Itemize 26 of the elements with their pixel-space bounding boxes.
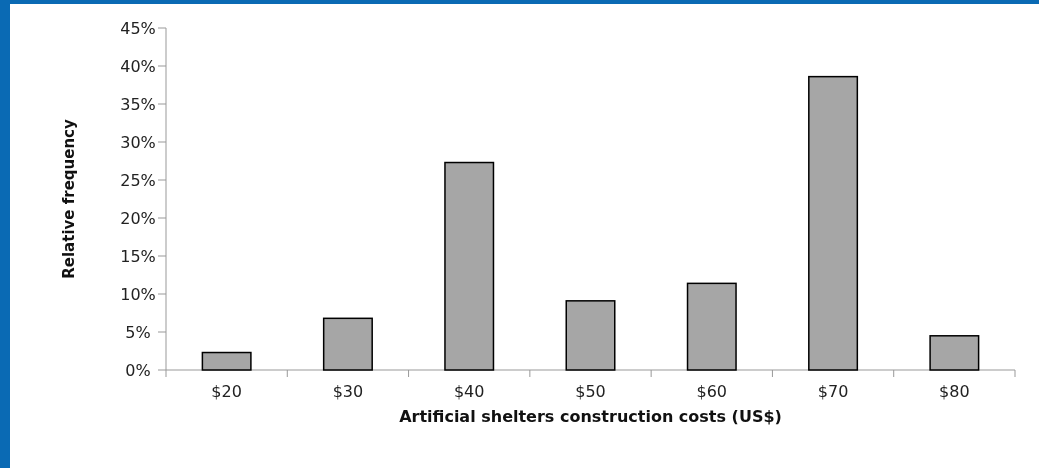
y-tick-label: 30% [120,132,156,152]
bar [808,75,859,371]
bar [444,161,495,371]
y-tick-label: 20% [120,208,156,228]
y-tick-label: 45% [120,18,156,38]
y-axis-title: Relative frequency [60,119,78,279]
y-tick-label: 35% [120,94,156,114]
bar [201,351,252,371]
x-tick-label: $20 [211,382,242,401]
x-tick-label: $30 [332,382,364,401]
y-tick-label: 15% [120,246,156,266]
y-tick-label: 0% [125,360,151,380]
y-tick-label: 25% [120,170,156,190]
bar [686,282,737,371]
y-tick-label: 10% [120,284,156,304]
bar [929,335,980,371]
bar [322,317,373,371]
bar [565,300,616,371]
x-tick-label: $70 [817,382,849,401]
x-tick-label: $80 [939,382,970,401]
x-axis-title: Artificial shelters construction costs (US$) [399,407,782,426]
x-tick-label: $50 [575,382,606,401]
y-tick-label: 40% [120,56,156,76]
x-tick-label: $60 [696,382,728,401]
y-tick-label: 5% [125,322,151,342]
x-tick-label: $40 [453,382,485,401]
